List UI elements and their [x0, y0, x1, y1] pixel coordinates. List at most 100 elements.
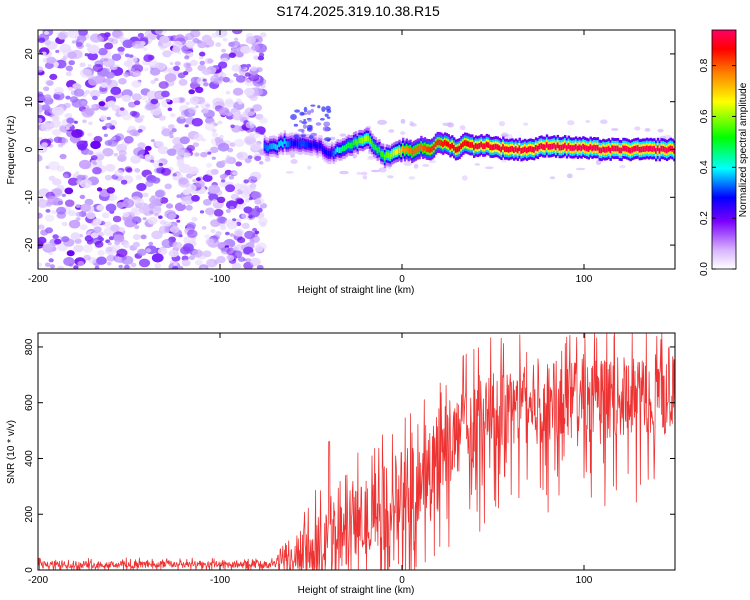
ridge-plume-blob	[293, 123, 299, 127]
noise-blob	[148, 197, 156, 203]
noise-blob	[63, 174, 69, 179]
noise-blob	[153, 110, 163, 117]
sparse-blob	[610, 128, 619, 131]
ridge-segment	[531, 146, 534, 153]
noise-blob	[92, 95, 98, 101]
noise-blob	[114, 169, 124, 177]
noise-blob	[64, 112, 73, 119]
sparse-blob	[500, 159, 507, 163]
noise-blob	[177, 265, 184, 269]
noise-blob	[165, 98, 171, 103]
ridge-segment	[523, 146, 527, 153]
ridge-segment	[625, 146, 629, 152]
noise-blob	[248, 208, 260, 218]
noise-blob	[106, 79, 118, 89]
ridge-segment	[276, 144, 279, 151]
snr-y-label: SNR (10 * v/v)	[6, 420, 17, 484]
noise-blob	[83, 254, 91, 261]
ridge-plume-blob	[323, 121, 331, 127]
noise-blob	[131, 111, 140, 118]
ridge-segment	[491, 144, 494, 151]
ridge-segment	[360, 137, 363, 144]
ridge-segment	[314, 142, 317, 148]
noise-blob	[93, 135, 103, 143]
ridge-segment	[594, 145, 598, 151]
noise-blob	[140, 115, 145, 119]
ridge-segment	[371, 141, 374, 147]
noise-blob	[231, 30, 243, 35]
spectrogram-y-tick-label: -10	[24, 190, 35, 205]
ridge-segment	[584, 144, 587, 151]
noise-blob	[65, 71, 72, 77]
ridge-segment	[347, 142, 350, 148]
noise-blob	[236, 198, 245, 205]
ridge-plume-blob	[310, 108, 315, 113]
ridge-segment	[265, 144, 268, 151]
ridge-plume-blob	[306, 110, 312, 115]
noise-blob	[131, 216, 142, 224]
ridge-segment	[269, 143, 272, 150]
noise-blob	[126, 167, 133, 173]
ridge-segment	[460, 143, 463, 150]
noise-blob	[249, 257, 261, 267]
sparse-blob	[442, 122, 452, 127]
spectrogram-plot-area	[38, 30, 675, 269]
noise-blob	[235, 230, 243, 236]
noise-blob	[244, 230, 256, 240]
noise-blob	[208, 184, 221, 194]
ridge-segment	[573, 145, 576, 151]
ridge-segment	[432, 144, 436, 151]
noise-blob	[172, 266, 179, 269]
noise-blob	[38, 155, 42, 160]
ridge-plume-blob	[299, 120, 303, 123]
noise-blob	[200, 151, 208, 158]
noise-blob	[245, 121, 255, 129]
noise-blob	[105, 163, 116, 172]
noise-blob	[101, 212, 110, 219]
ridge-segment	[356, 140, 359, 147]
noise-blob	[87, 52, 98, 61]
ridge-segment	[518, 145, 521, 152]
ridge-segment	[496, 144, 499, 150]
noise-blob	[158, 162, 163, 167]
noise-blob	[38, 66, 44, 73]
noise-blob	[195, 105, 199, 109]
noise-blob	[54, 238, 62, 245]
noise-blob	[254, 197, 265, 206]
noise-blob	[221, 247, 227, 252]
ridge-segment	[425, 146, 429, 153]
noise-blob	[256, 264, 264, 269]
noise-blob	[215, 42, 222, 47]
noise-blob	[123, 60, 133, 67]
ridge-segment	[544, 144, 547, 151]
ridge-segment	[624, 145, 627, 152]
noise-blob	[232, 87, 244, 96]
ridge-segment	[513, 147, 516, 153]
noise-blob	[118, 150, 127, 157]
noise-blob	[213, 122, 218, 127]
ridge-segment	[343, 145, 347, 151]
noise-blob	[219, 174, 227, 180]
sparse-blob	[461, 175, 468, 181]
sparse-blob	[428, 160, 436, 164]
ridge-segment	[562, 144, 565, 150]
ridge-segment	[540, 143, 543, 149]
noise-blob	[92, 167, 102, 175]
noise-blob	[100, 82, 108, 88]
ridge-segment	[336, 146, 339, 153]
noise-blob	[169, 225, 180, 233]
sparse-blob	[619, 165, 626, 169]
noise-blob	[219, 134, 224, 139]
noise-blob	[107, 37, 114, 43]
spectrogram-x-tick-label: -100	[210, 274, 230, 285]
noise-blob	[231, 64, 242, 72]
noise-blob	[151, 253, 164, 263]
colorbar-tick-label: 0.4	[699, 160, 710, 174]
ridge-segment	[418, 146, 421, 152]
ridge-segment	[453, 144, 456, 151]
noise-blob	[244, 158, 252, 164]
noise-blob	[191, 194, 200, 202]
ridge-segment	[649, 145, 652, 152]
ridge-plume-blob	[300, 134, 307, 137]
noise-blob	[210, 146, 219, 154]
